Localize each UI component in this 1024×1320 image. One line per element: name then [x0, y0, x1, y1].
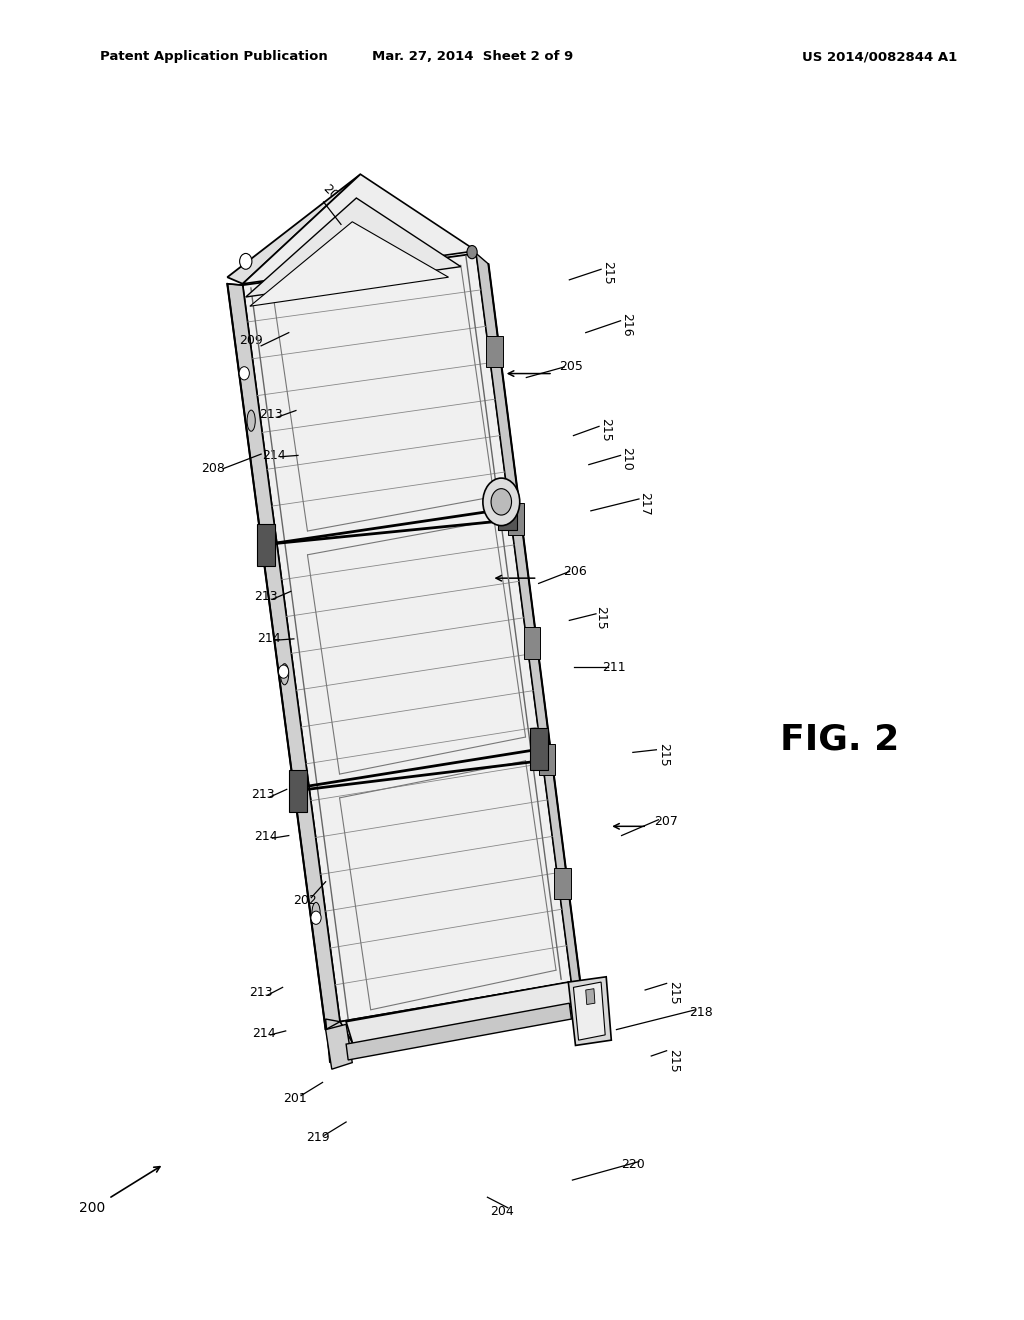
Text: 208: 208 — [201, 462, 225, 475]
Text: 219: 219 — [305, 1131, 330, 1144]
Polygon shape — [508, 503, 524, 535]
Text: 215: 215 — [599, 418, 611, 442]
Ellipse shape — [247, 411, 255, 432]
Circle shape — [240, 367, 250, 380]
Circle shape — [240, 253, 252, 269]
Text: 214: 214 — [254, 830, 279, 843]
Polygon shape — [523, 627, 540, 659]
Polygon shape — [243, 253, 571, 1022]
Text: 207: 207 — [653, 814, 678, 828]
Text: 215: 215 — [601, 261, 613, 285]
Text: 215: 215 — [668, 1049, 680, 1073]
Text: 204: 204 — [489, 1205, 514, 1218]
Polygon shape — [476, 253, 582, 993]
Text: 213: 213 — [254, 590, 279, 603]
Text: 210: 210 — [621, 447, 633, 471]
Polygon shape — [250, 222, 449, 306]
Circle shape — [311, 911, 322, 924]
Text: 209: 209 — [239, 334, 263, 347]
Ellipse shape — [312, 903, 321, 924]
Text: 215: 215 — [595, 606, 607, 630]
Text: Mar. 27, 2014  Sheet 2 of 9: Mar. 27, 2014 Sheet 2 of 9 — [373, 50, 573, 63]
Text: 215: 215 — [657, 743, 670, 767]
Polygon shape — [246, 198, 461, 297]
Polygon shape — [499, 487, 517, 529]
Polygon shape — [346, 982, 575, 1045]
Text: 206: 206 — [563, 565, 588, 578]
Text: 220: 220 — [621, 1158, 645, 1171]
Circle shape — [279, 665, 289, 678]
Text: 211: 211 — [602, 661, 627, 675]
Circle shape — [467, 246, 477, 259]
Polygon shape — [539, 743, 555, 775]
Circle shape — [483, 478, 520, 525]
Text: 215: 215 — [668, 981, 680, 1005]
Polygon shape — [486, 335, 503, 367]
Polygon shape — [227, 174, 360, 284]
Polygon shape — [586, 989, 595, 1005]
Text: 214: 214 — [252, 1027, 276, 1040]
Polygon shape — [554, 867, 570, 899]
Text: 217: 217 — [639, 492, 651, 516]
Text: 214: 214 — [257, 632, 282, 645]
Text: 216: 216 — [621, 313, 633, 337]
Text: 213: 213 — [259, 408, 284, 421]
Text: 213: 213 — [249, 986, 273, 999]
Polygon shape — [326, 1024, 352, 1069]
Polygon shape — [257, 524, 275, 566]
Polygon shape — [289, 770, 307, 812]
Ellipse shape — [281, 664, 289, 685]
Polygon shape — [326, 1019, 356, 1063]
Text: 205: 205 — [559, 360, 584, 374]
Polygon shape — [340, 982, 586, 1049]
Polygon shape — [346, 1003, 571, 1060]
Polygon shape — [227, 284, 340, 1030]
Text: Patent Application Publication: Patent Application Publication — [100, 50, 328, 63]
Polygon shape — [568, 977, 611, 1045]
Text: US 2014/0082844 A1: US 2014/0082844 A1 — [802, 50, 957, 63]
Circle shape — [492, 488, 512, 515]
Text: FIG. 2: FIG. 2 — [780, 722, 899, 756]
Polygon shape — [529, 727, 548, 770]
Text: 200: 200 — [79, 1201, 105, 1214]
Text: 214: 214 — [262, 449, 287, 462]
Text: 201: 201 — [283, 1092, 307, 1105]
Text: 202: 202 — [293, 894, 317, 907]
Polygon shape — [573, 982, 605, 1040]
Text: 213: 213 — [251, 788, 275, 801]
Text: 218: 218 — [689, 1006, 714, 1019]
Text: 203: 203 — [319, 182, 346, 209]
Polygon shape — [243, 174, 476, 284]
